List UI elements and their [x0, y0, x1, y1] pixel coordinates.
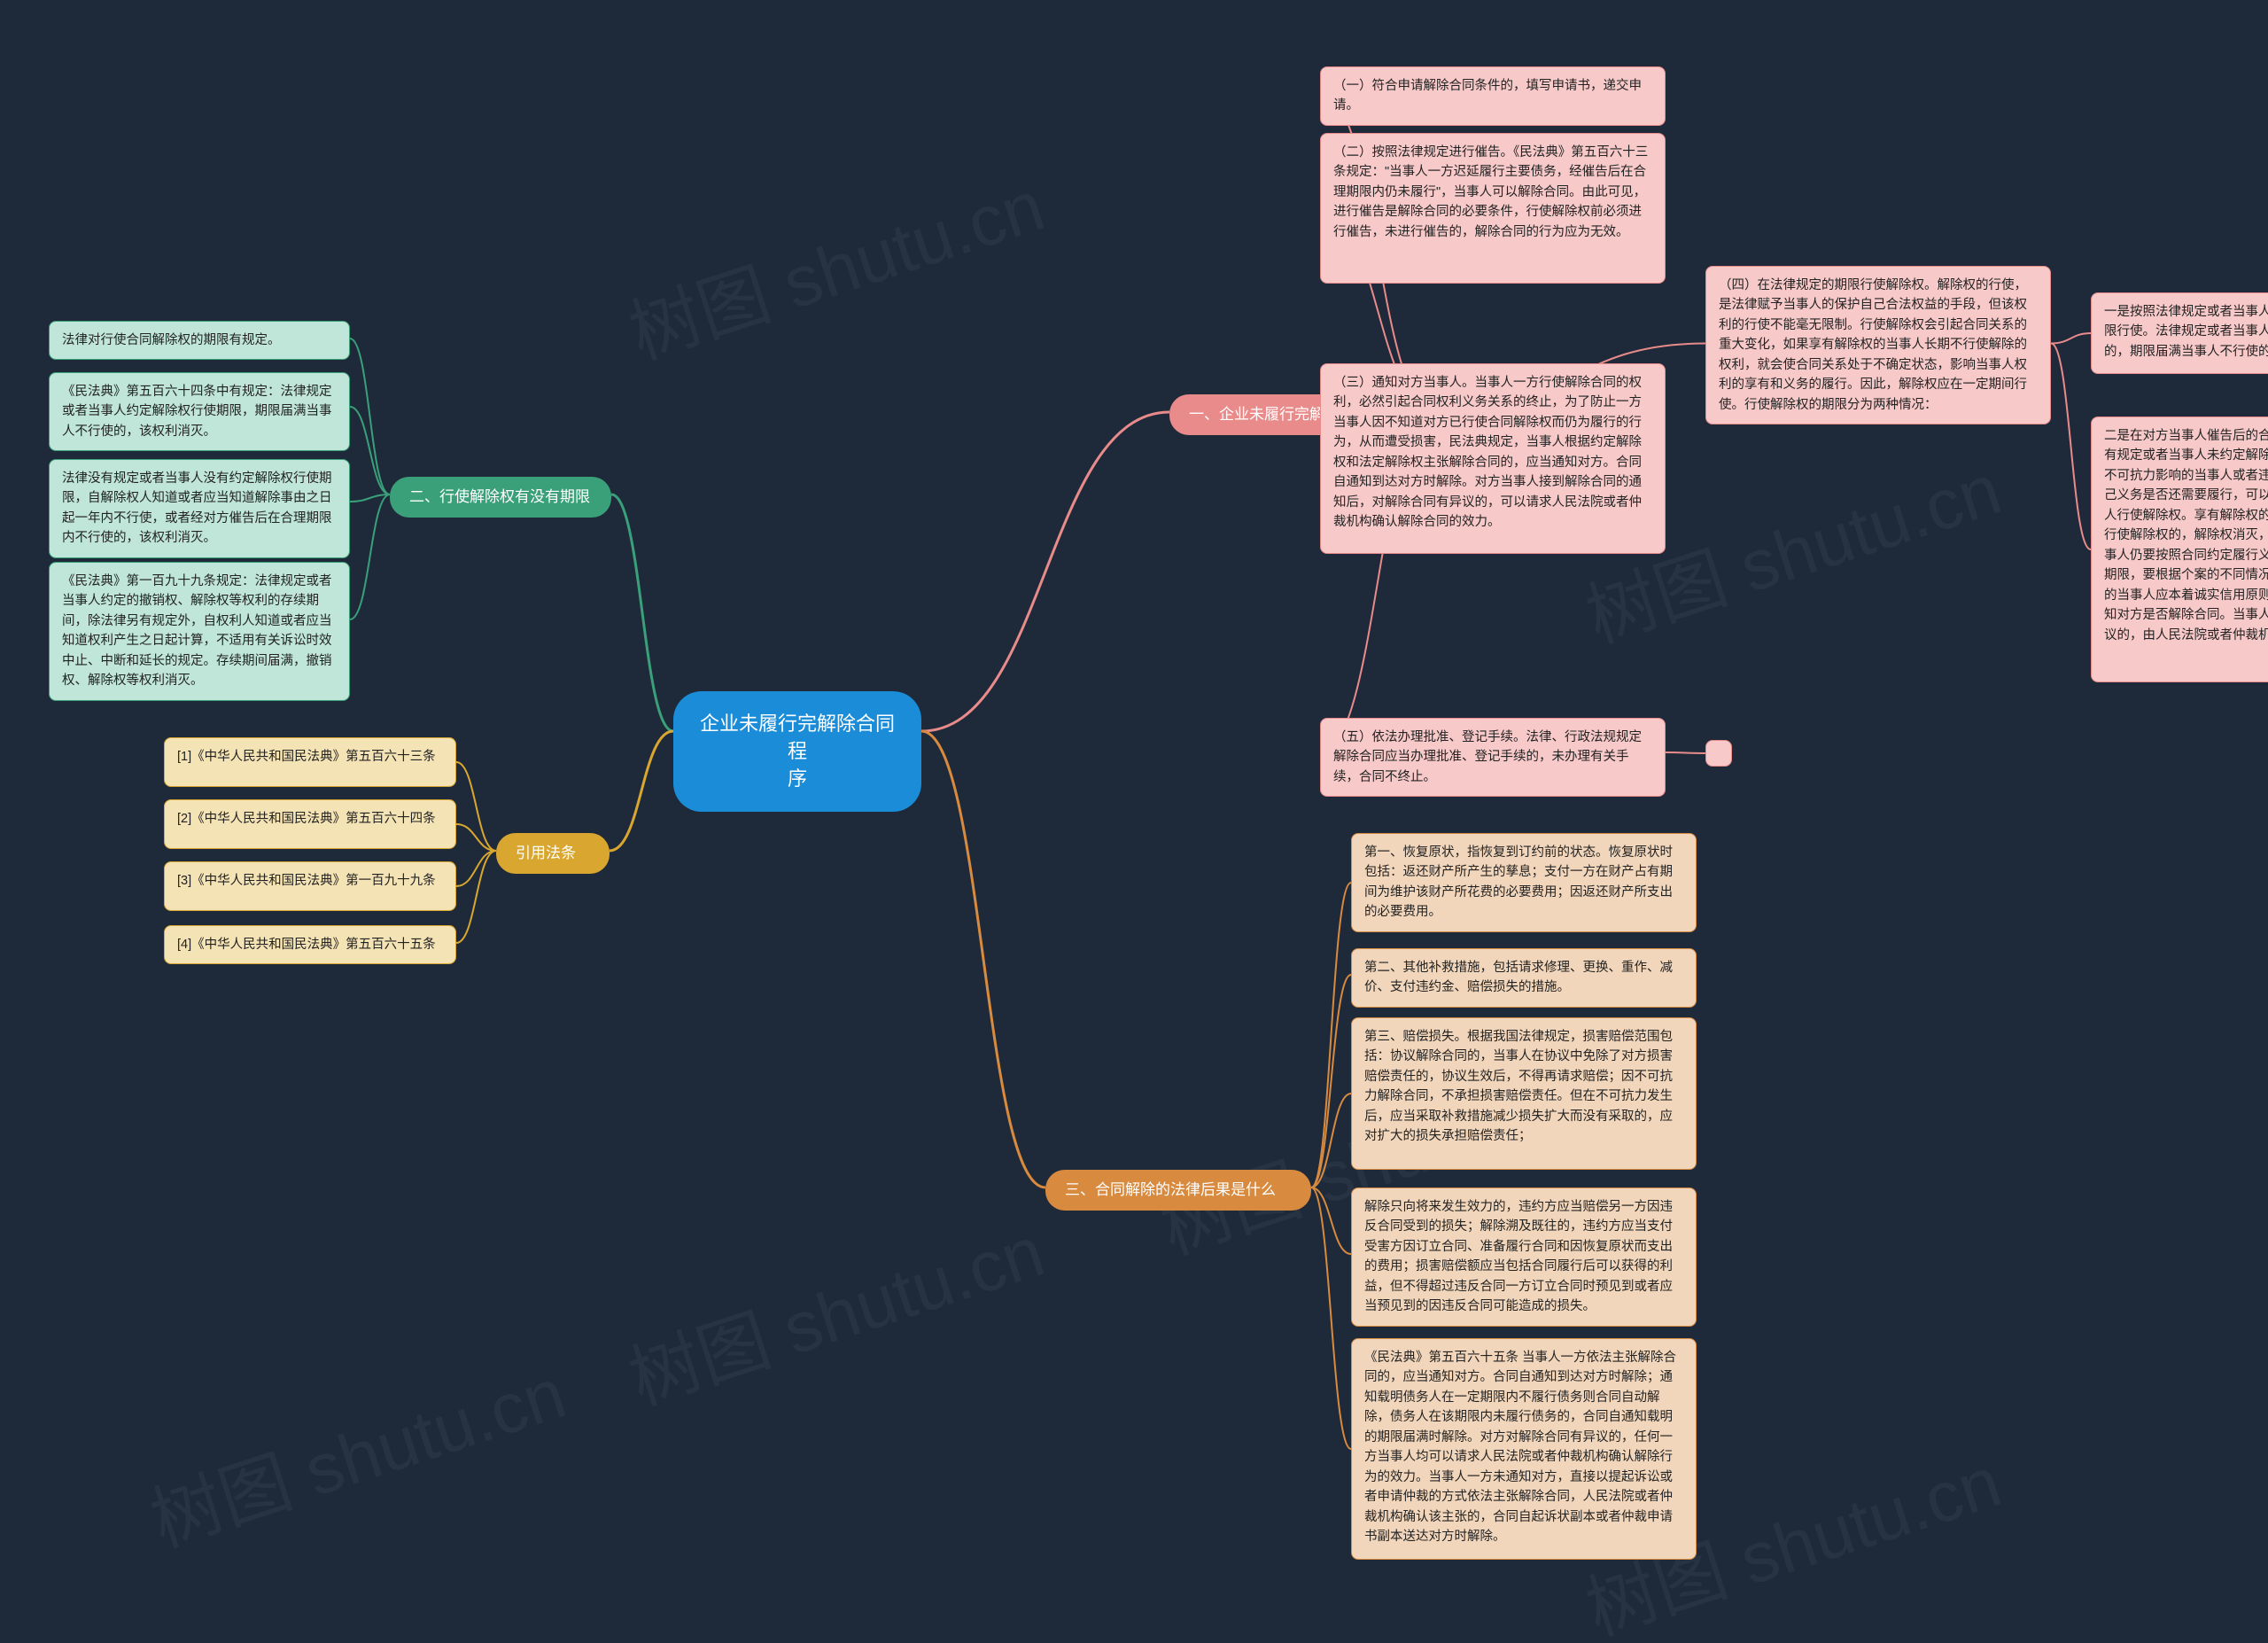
- b4c5[interactable]: 《民法典》第五百六十五条 当事人一方依法主张解除合同的，应当通知对方。合同自通知…: [1351, 1338, 1697, 1560]
- connector: [2051, 333, 2091, 344]
- b3[interactable]: 引用法条: [496, 833, 610, 874]
- b3c4-label: [4]《中华人民共和国民法典》第五百六十五条: [177, 938, 436, 952]
- b2c3-label: 法律没有规定或者当事人没有约定解除权行使期限，自解除权人知道或者应当知道解除事由…: [62, 471, 332, 545]
- connector: [456, 762, 496, 851]
- b1c1[interactable]: （一）符合申请解除合同条件的，填写申请书，递交申请。: [1320, 66, 1666, 126]
- b3c3[interactable]: [3]《中华人民共和国民法典》第一百九十九条: [164, 861, 456, 911]
- root[interactable]: 企业未履行完解除合同程 序: [673, 691, 921, 812]
- b4-label: 三、合同解除的法律后果是什么: [1065, 1181, 1276, 1198]
- connector: [456, 851, 496, 943]
- b4c5-label: 《民法典》第五百六十五条 当事人一方依法主张解除合同的，应当通知对方。合同自通知…: [1364, 1351, 1676, 1544]
- b1c4[interactable]: （四）在法律规定的期限行使解除权。解除权的行使，是法律赋予当事人的保护自己合法权…: [1705, 266, 2051, 424]
- b1c5[interactable]: （五）依法办理批准、登记手续。法律、行政法规规定解除合同应当办理批准、登记手续的…: [1320, 718, 1666, 797]
- b1c2[interactable]: （二）按照法律规定进行催告。《民法典》第五百六十三条规定："当事人一方迟延履行主…: [1320, 133, 1666, 284]
- mindmap-canvas: 树图 shutu.cn树图 shutu.cn树图 shutu.cn树图 shut…: [0, 0, 2268, 1643]
- b2c1-label: 法律对行使合同解除权的期限有规定。: [62, 333, 281, 347]
- watermark: 树图 shutu.cn: [615, 149, 1055, 379]
- connector: [456, 824, 496, 851]
- b2c4[interactable]: 《民法典》第一百九十九条规定：法律规定或者当事人约定的撤销权、解除权等权利的存续…: [49, 562, 350, 701]
- b1c4b[interactable]: 二是在对方当事人催告后的合理期限内行使。法律没有规定或者当事人未约定解除权的行使…: [2091, 417, 2268, 682]
- b3-label: 引用法条: [516, 845, 576, 861]
- connector: [921, 412, 1169, 731]
- b3c1-label: [1]《中华人民共和国民法典》第五百六十三条: [177, 750, 436, 764]
- connector: [1311, 1187, 1351, 1449]
- connector: [456, 851, 496, 886]
- connector: [1311, 1094, 1351, 1187]
- b4c1-label: 第一、恢复原状，指恢复到订约前的状态。恢复原状时包括：返还财产所产生的孳息；支付…: [1364, 845, 1673, 919]
- b1c3[interactable]: （三）通知对方当事人。当事人一方行使解除合同的权利，必然引起合同权利义务关系的终…: [1320, 363, 1666, 554]
- b2-label: 二、行使解除权有没有期限: [409, 488, 590, 505]
- b1c4a[interactable]: 一是按照法律规定或者当事人约定的解除权的行使期限行使。法律规定或者当事人约定解除…: [2091, 292, 2268, 374]
- root-label: 企业未履行完解除合同程 序: [700, 712, 895, 790]
- b1c5-label: （五）依法办理批准、登记手续。法律、行政法规规定解除合同应当办理批准、登记手续的…: [1333, 730, 1642, 784]
- watermark: 树图 shutu.cn: [615, 1195, 1055, 1425]
- connector: [350, 494, 390, 619]
- connector: [2051, 344, 2091, 550]
- b3c4[interactable]: [4]《中华人民共和国民法典》第五百六十五条: [164, 925, 456, 964]
- b1c2-label: （二）按照法律规定进行催告。《民法典》第五百六十三条规定："当事人一方迟延履行主…: [1333, 145, 1648, 239]
- b2c3[interactable]: 法律没有规定或者当事人没有约定解除权行使期限，自解除权人知道或者应当知道解除事由…: [49, 459, 350, 558]
- b1c4-label: （四）在法律规定的期限行使解除权。解除权的行使，是法律赋予当事人的保护自己合法权…: [1719, 278, 2027, 412]
- watermark: 树图 shutu.cn: [136, 1336, 577, 1567]
- connector: [611, 494, 673, 731]
- b3c3-label: [3]《中华人民共和国民法典》第一百九十九条: [177, 874, 436, 888]
- connector: [1666, 752, 1705, 753]
- connector: [350, 494, 390, 502]
- connector: [610, 731, 673, 851]
- b4c2[interactable]: 第二、其他补救措施，包括请求修理、更换、重作、减价、支付违约金、赔偿损失的措施。: [1351, 948, 1697, 1008]
- b1c4b-label: 二是在对方当事人催告后的合理期限内行使。法律没有规定或者当事人未约定解除权的行使…: [2104, 429, 2268, 642]
- connector: [921, 731, 1045, 1187]
- b3c2[interactable]: [2]《中华人民共和国民法典》第五百六十四条: [164, 799, 456, 849]
- connector: [1311, 1187, 1351, 1254]
- connector: [1311, 975, 1351, 1187]
- b1c5a[interactable]: [1705, 740, 1732, 767]
- b1c3-label: （三）通知对方当事人。当事人一方行使解除合同的权利，必然引起合同权利义务关系的终…: [1333, 376, 1642, 529]
- b1c1-label: （一）符合申请解除合同条件的，填写申请书，递交申请。: [1333, 79, 1642, 113]
- b2c4-label: 《民法典》第一百九十九条规定：法律规定或者当事人约定的撤销权、解除权等权利的存续…: [62, 574, 332, 688]
- connector: [350, 339, 390, 494]
- b4c4-label: 解除只向将来发生效力的，违约方应当赔偿另一方因违反合同受到的损失；解除溯及既往的…: [1364, 1200, 1673, 1313]
- b2c1[interactable]: 法律对行使合同解除权的期限有规定。: [49, 321, 350, 360]
- b4[interactable]: 三、合同解除的法律后果是什么: [1045, 1170, 1311, 1211]
- b4c1[interactable]: 第一、恢复原状，指恢复到订约前的状态。恢复原状时包括：返还财产所产生的孳息；支付…: [1351, 833, 1697, 932]
- b4c2-label: 第二、其他补救措施，包括请求修理、更换、重作、减价、支付违约金、赔偿损失的措施。: [1364, 961, 1673, 994]
- b2c2-label: 《民法典》第五百六十四条中有规定：法律规定或者当事人约定解除权行使期限，期限届满…: [62, 385, 332, 439]
- b2c2[interactable]: 《民法典》第五百六十四条中有规定：法律规定或者当事人约定解除权行使期限，期限届满…: [49, 372, 350, 451]
- b4c3[interactable]: 第三、赔偿损失。根据我国法律规定，损害赔偿范围包括：协议解除合同的，当事人在协议…: [1351, 1017, 1697, 1170]
- connector: [350, 407, 390, 494]
- connector: [1311, 883, 1351, 1187]
- b4c3-label: 第三、赔偿损失。根据我国法律规定，损害赔偿范围包括：协议解除合同的，当事人在协议…: [1364, 1030, 1673, 1143]
- b1c4a-label: 一是按照法律规定或者当事人约定的解除权的行使期限行使。法律规定或者当事人约定解除…: [2104, 305, 2268, 359]
- b3c1[interactable]: [1]《中华人民共和国民法典》第五百六十三条: [164, 737, 456, 787]
- b4c4[interactable]: 解除只向将来发生效力的，违约方应当赔偿另一方因违反合同受到的损失；解除溯及既往的…: [1351, 1187, 1697, 1327]
- b3c2-label: [2]《中华人民共和国民法典》第五百六十四条: [177, 812, 436, 826]
- b2[interactable]: 二、行使解除权有没有期限: [390, 477, 611, 518]
